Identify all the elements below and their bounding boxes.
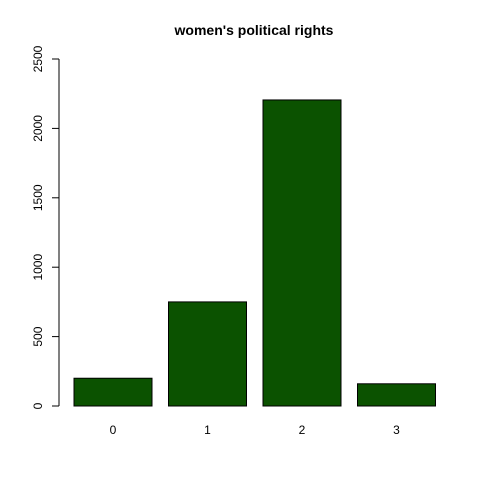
y-tick-label: 500 — [31, 326, 45, 346]
y-tick-label: 1000 — [31, 254, 45, 281]
x-tick-label: 1 — [204, 423, 211, 437]
bar-0 — [73, 377, 153, 407]
x-tick-label: 3 — [393, 423, 400, 437]
y-tick-label: 0 — [31, 402, 45, 409]
y-tick-label: 1500 — [31, 184, 45, 211]
x-tick-label: 0 — [110, 423, 117, 437]
y-axis: 0 500 1000 1500 2000 2500 — [31, 45, 60, 409]
bars — [73, 99, 436, 407]
y-tick-label: 2000 — [31, 115, 45, 142]
chart-title: women's political rights — [174, 22, 334, 38]
bar-1 — [168, 301, 247, 407]
x-axis-labels: 0 1 2 3 — [110, 423, 401, 437]
y-tick-label: 2500 — [31, 45, 45, 72]
bar-3 — [357, 383, 436, 407]
x-tick-label: 2 — [299, 423, 306, 437]
bar-2 — [262, 99, 342, 407]
